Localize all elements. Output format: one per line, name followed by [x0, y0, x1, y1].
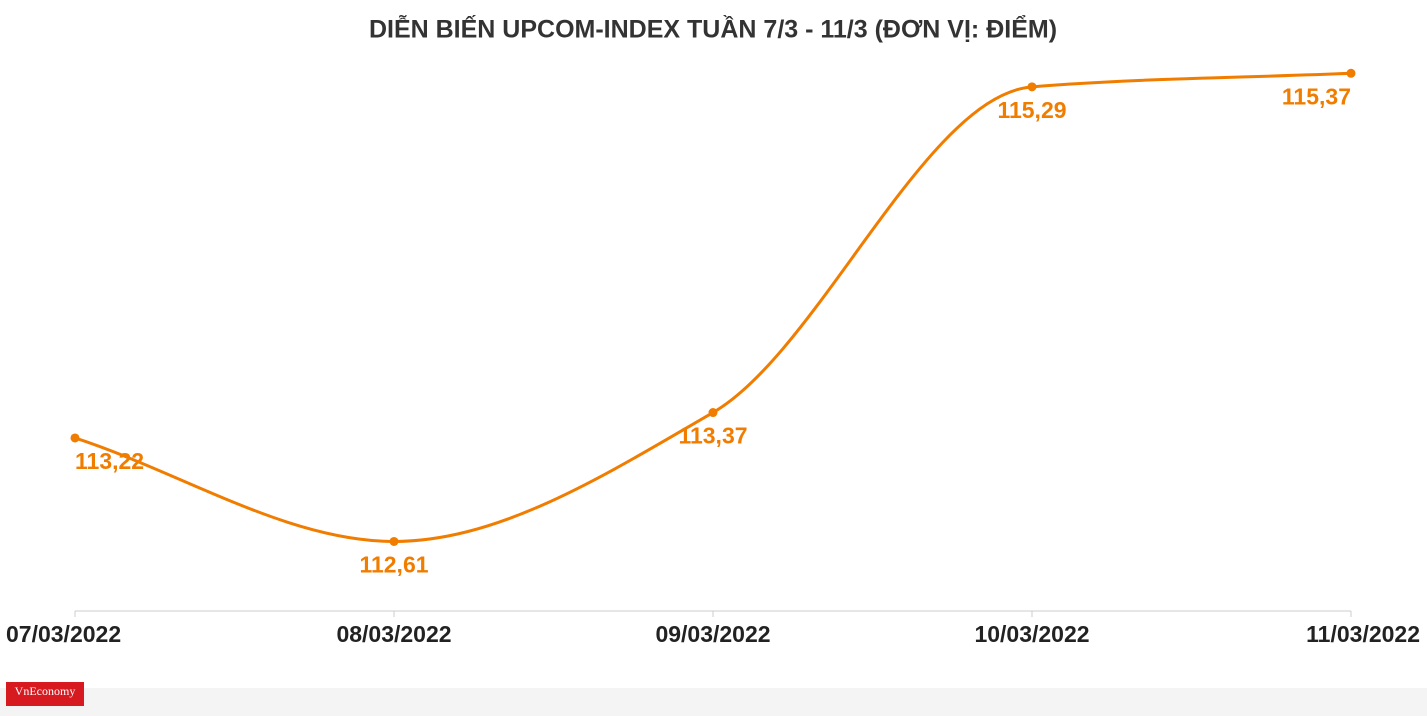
value-label: 113,37 — [678, 423, 747, 449]
point — [1027, 82, 1037, 92]
footer-strip — [0, 688, 1427, 716]
point — [389, 536, 399, 546]
logo: VnEconomy — [15, 684, 76, 698]
x-tick-label: 11/03/2022 — [1306, 621, 1420, 647]
value-label: 115,29 — [997, 97, 1066, 123]
x-tick-label: 07/03/2022 — [6, 621, 121, 647]
line — [74, 71, 1352, 543]
x-tick-label: 08/03/2022 — [336, 621, 451, 647]
logo-box — [6, 682, 84, 706]
value-label: 113,22 — [75, 448, 144, 474]
point — [1346, 68, 1356, 78]
value-label: 112,61 — [359, 552, 428, 578]
value-label: 115,37 — [1282, 83, 1351, 109]
x-tick-label: 10/03/2022 — [974, 621, 1089, 647]
chart-title: DIỄN BIẾN UPCOM-INDEX TUẦN 7/3 - 11/3 (Đ… — [369, 14, 1057, 44]
x-tick-label: 09/03/2022 — [655, 621, 770, 647]
point — [708, 408, 718, 418]
point — [70, 433, 80, 443]
